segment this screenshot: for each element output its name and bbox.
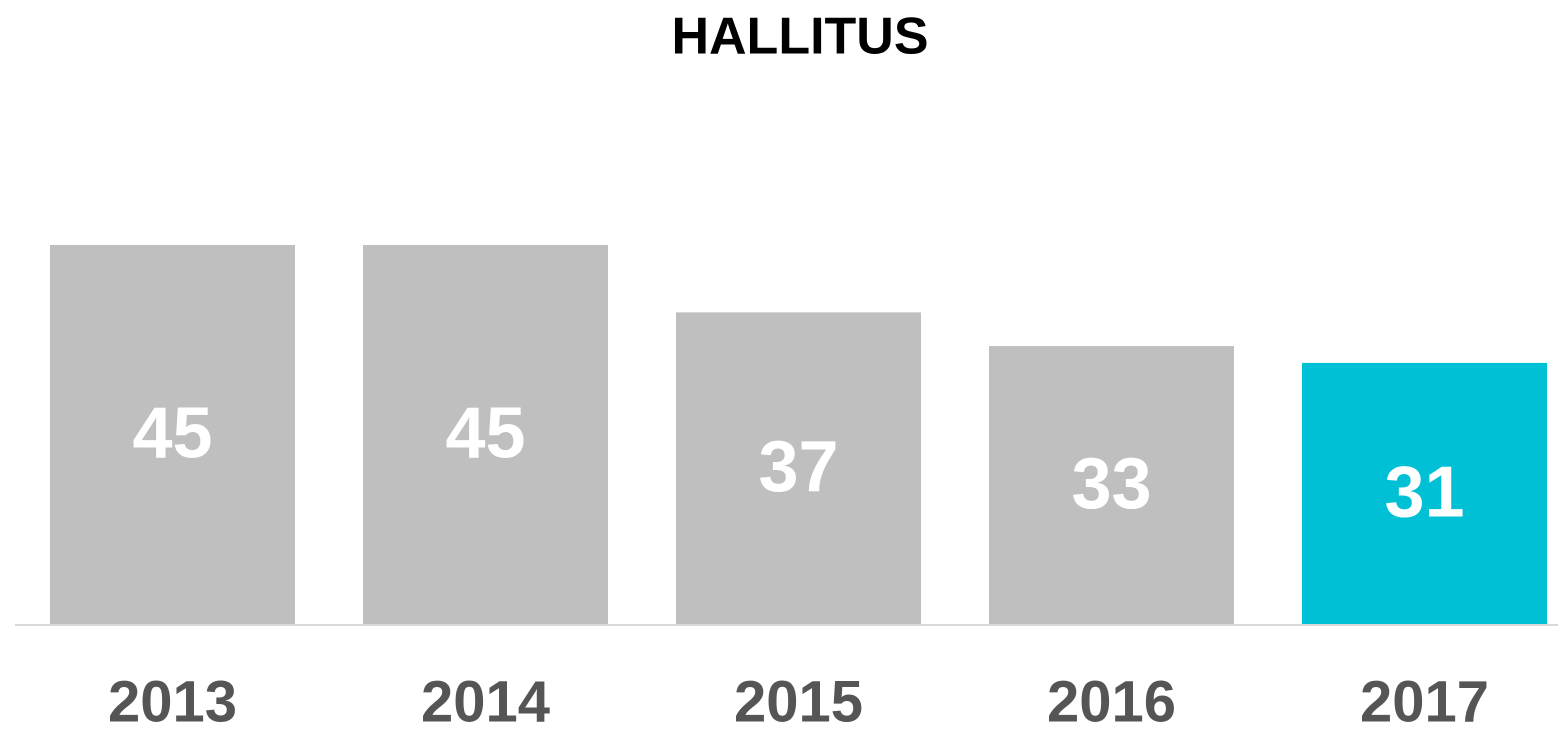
bar [676,312,921,624]
bar [1302,362,1547,624]
value-label: 31 [1384,452,1464,532]
x-tick-label: 2016 [1047,669,1176,731]
x-tick-label: 2014 [421,669,550,731]
value-label: 45 [132,394,212,474]
x-tick-label: 2015 [734,669,863,731]
bar [50,245,295,624]
value-label: 33 [1071,444,1151,524]
x-tick-label: 2013 [108,669,237,731]
bar [363,245,608,624]
value-label: 45 [445,394,525,474]
chart-title: HALLITUS [671,8,928,66]
x-tick-label: 2017 [1360,669,1489,731]
bar [989,346,1234,624]
value-label: 37 [758,427,838,507]
